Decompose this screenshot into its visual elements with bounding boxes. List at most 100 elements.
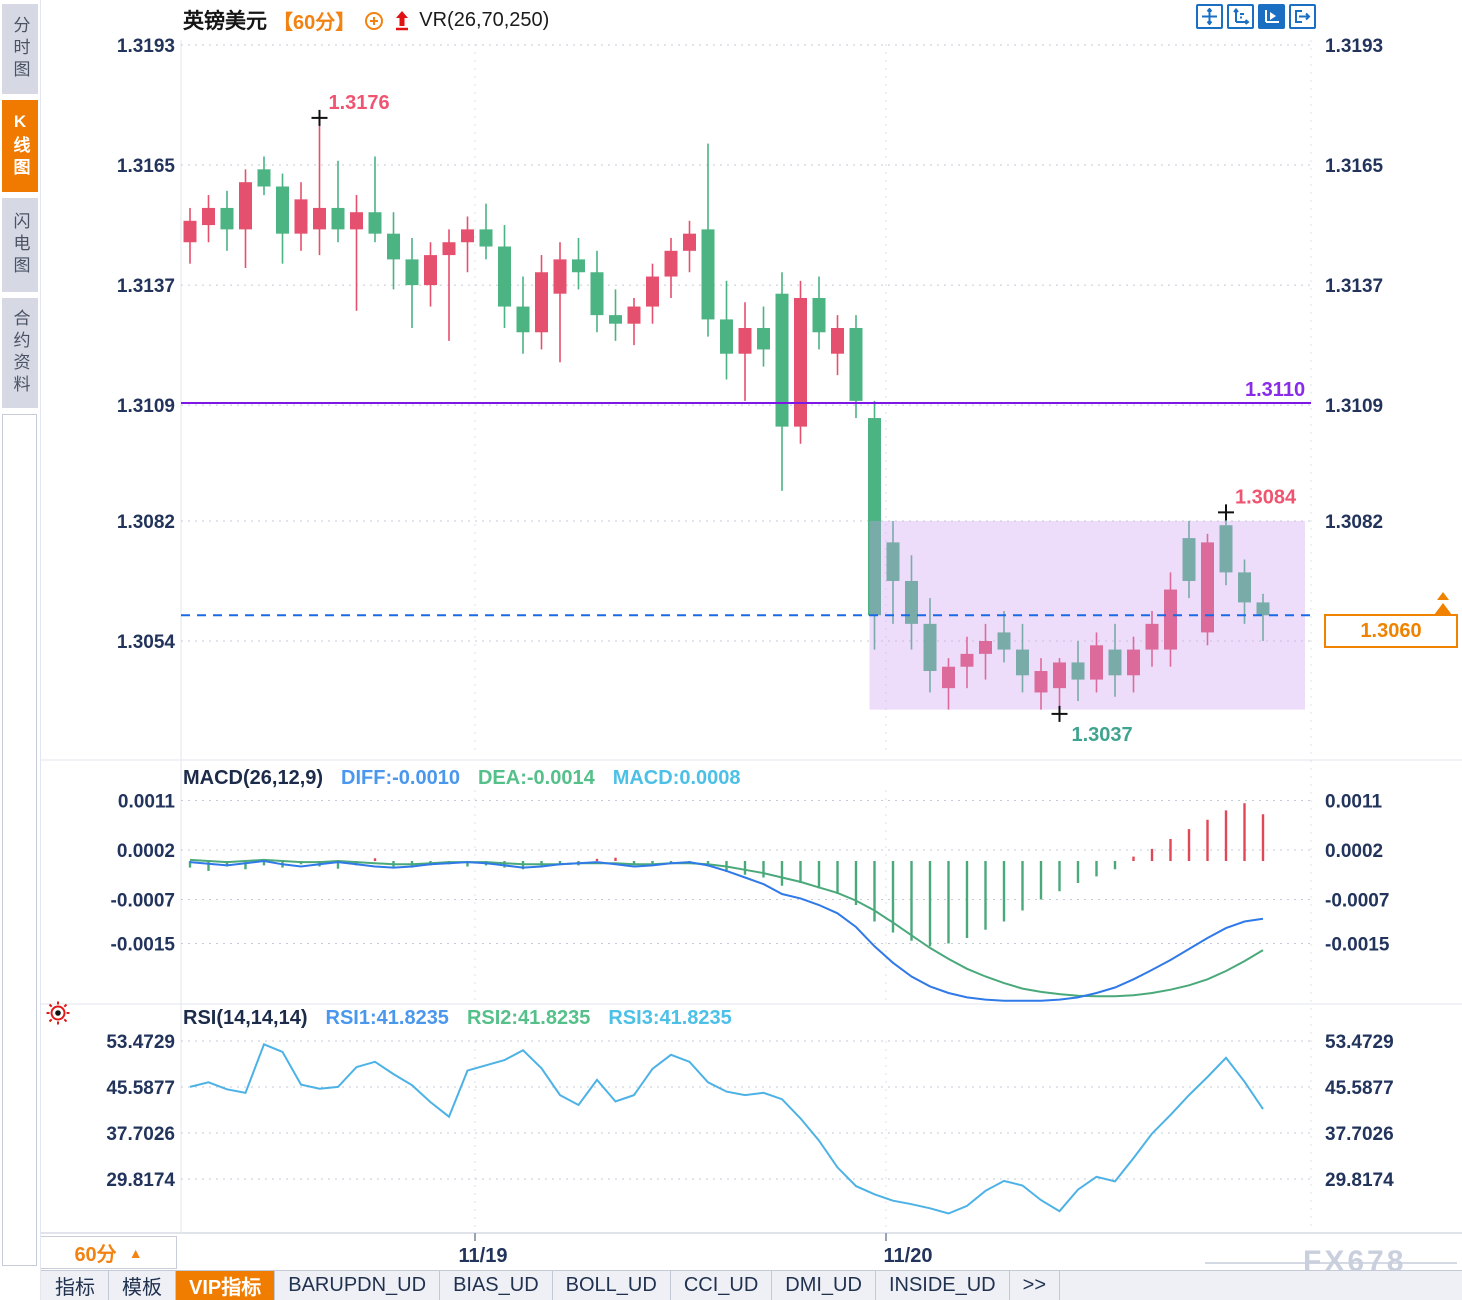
svg-text:45.5877: 45.5877	[1325, 1078, 1394, 1099]
price-up-marker-icon	[1434, 592, 1452, 615]
candle	[590, 250, 604, 333]
svg-text:-0.0007: -0.0007	[111, 891, 175, 912]
tab-indicators[interactable]: 指标	[42, 1271, 109, 1300]
macd-dea-line	[189, 858, 1264, 998]
indicator-settings-icon[interactable]	[44, 1000, 72, 1033]
tab-cci[interactable]: CCI_UD	[671, 1271, 773, 1300]
svg-text:11/19: 11/19	[459, 1245, 508, 1267]
tab-more[interactable]: >>	[1010, 1271, 1060, 1300]
candle	[498, 225, 511, 328]
svg-text:1.3165: 1.3165	[1325, 156, 1384, 177]
candle	[1071, 641, 1085, 702]
svg-text:0.0011: 0.0011	[1325, 792, 1382, 813]
svg-text:1.3109: 1.3109	[117, 396, 175, 417]
period-selector-button[interactable]: 60分 ▲	[40, 1236, 177, 1269]
svg-text:0.0002: 0.0002	[1325, 841, 1383, 862]
candle	[979, 623, 992, 680]
tab-bias[interactable]: BIAS_UD	[440, 1271, 553, 1300]
rsi-title: RSI(14,14,14)	[183, 1007, 308, 1029]
candle	[868, 400, 881, 650]
candle	[738, 302, 752, 401]
chart-toolbar	[1196, 4, 1316, 29]
candle	[239, 169, 252, 268]
sidebar-tab-minute-chart[interactable]: 分时图	[2, 4, 38, 94]
up-arrow-icon	[393, 8, 411, 32]
macd-diff-line	[189, 859, 1264, 1002]
candle	[1256, 593, 1270, 641]
candle	[812, 276, 826, 350]
candle	[646, 263, 659, 324]
move-crosshair-icon	[1202, 8, 1217, 25]
svg-text:1.3137: 1.3137	[1325, 276, 1383, 297]
triangle-up-icon: ▲	[128, 1244, 143, 1261]
sidebar-tab-flash-chart[interactable]: 闪电图	[2, 198, 38, 292]
macd-title: MACD(26,12,9)	[183, 767, 324, 789]
tab-templates[interactable]: 模板	[109, 1271, 176, 1300]
tab-dmi[interactable]: DMI_UD	[772, 1271, 876, 1300]
svg-text:1.3137: 1.3137	[117, 276, 175, 297]
candle	[572, 237, 585, 290]
svg-text:1.3037: 1.3037	[1072, 724, 1133, 746]
axis-scale-button[interactable]	[1227, 4, 1254, 29]
sidebar-tab-label: 合约资料	[10, 309, 30, 397]
pan-button[interactable]	[1196, 4, 1223, 29]
svg-text:0.0002: 0.0002	[117, 841, 175, 862]
candle	[1034, 658, 1048, 710]
candle	[664, 237, 678, 298]
period-badge: 【60分】	[273, 11, 356, 34]
sidebar-tab-contract-info[interactable]: 合约资料	[2, 298, 38, 408]
svg-text:1.3193: 1.3193	[117, 36, 175, 57]
rsi2-value: RSI2:41.8235	[466, 1007, 591, 1029]
candle	[1164, 572, 1177, 667]
svg-text:-0.0015: -0.0015	[1325, 935, 1390, 956]
play-button[interactable]	[1258, 4, 1285, 29]
sidebar-tab-kline-chart[interactable]: K线图	[2, 100, 38, 192]
candle	[997, 610, 1011, 663]
svg-text:1.3165: 1.3165	[117, 156, 176, 177]
candle	[849, 315, 863, 419]
candle	[720, 280, 733, 380]
candle	[905, 555, 918, 650]
watermark-line	[1205, 1262, 1457, 1264]
candle	[1108, 623, 1122, 697]
sidebar: 分时图 K线图 闪电图 合约资料	[0, 0, 41, 1300]
candle	[1090, 632, 1103, 693]
macd-header: MACD(26,12,9) DIFF:-0.0010 DEA:-0.0014 M…	[183, 767, 741, 790]
candle	[627, 297, 641, 346]
candle	[1145, 610, 1159, 667]
tab-boll[interactable]: BOLL_UD	[553, 1271, 671, 1300]
tab-vip-indicators[interactable]: VIP指标	[176, 1271, 276, 1300]
candle	[516, 276, 530, 354]
add-indicator-icon[interactable]	[363, 9, 385, 31]
play-chart-icon	[1265, 10, 1279, 23]
svg-text:29.8174: 29.8174	[106, 1170, 175, 1191]
svg-text:1.3054: 1.3054	[117, 632, 176, 653]
symbol-title: 英镑美元	[183, 10, 267, 33]
candle	[405, 237, 419, 328]
svg-text:29.8174: 29.8174	[1325, 1170, 1394, 1191]
candle	[886, 520, 900, 624]
macd-diff-value: DIFF:-0.0010	[341, 767, 460, 789]
current-price-value: 1.3060	[1360, 619, 1422, 642]
candle	[276, 173, 289, 264]
candle	[942, 658, 955, 710]
candle	[1182, 520, 1196, 599]
tab-inside[interactable]: INSIDE_UD	[876, 1271, 1010, 1300]
svg-text:1.3082: 1.3082	[117, 512, 175, 533]
macd-dea-value: DEA:-0.0014	[477, 767, 595, 789]
candle	[294, 182, 308, 251]
period-label: 60分	[74, 1244, 117, 1266]
svg-text:0.0011: 0.0011	[118, 792, 175, 813]
exit-button[interactable]	[1289, 4, 1316, 29]
current-price-box: 1.3060	[1324, 614, 1458, 648]
candle	[257, 156, 271, 196]
bottom-tab-bar: 指标 模板 VIP指标 BARUPDN_UD BIAS_UD BOLL_UD C…	[0, 1270, 1462, 1300]
candle	[424, 242, 437, 307]
candle	[220, 190, 234, 251]
candle	[1238, 559, 1251, 624]
candle	[202, 195, 215, 243]
candle	[442, 229, 456, 341]
macd-macd-value: MACD:0.0008	[612, 767, 741, 789]
tab-barupdn[interactable]: BARUPDN_UD	[275, 1271, 441, 1300]
